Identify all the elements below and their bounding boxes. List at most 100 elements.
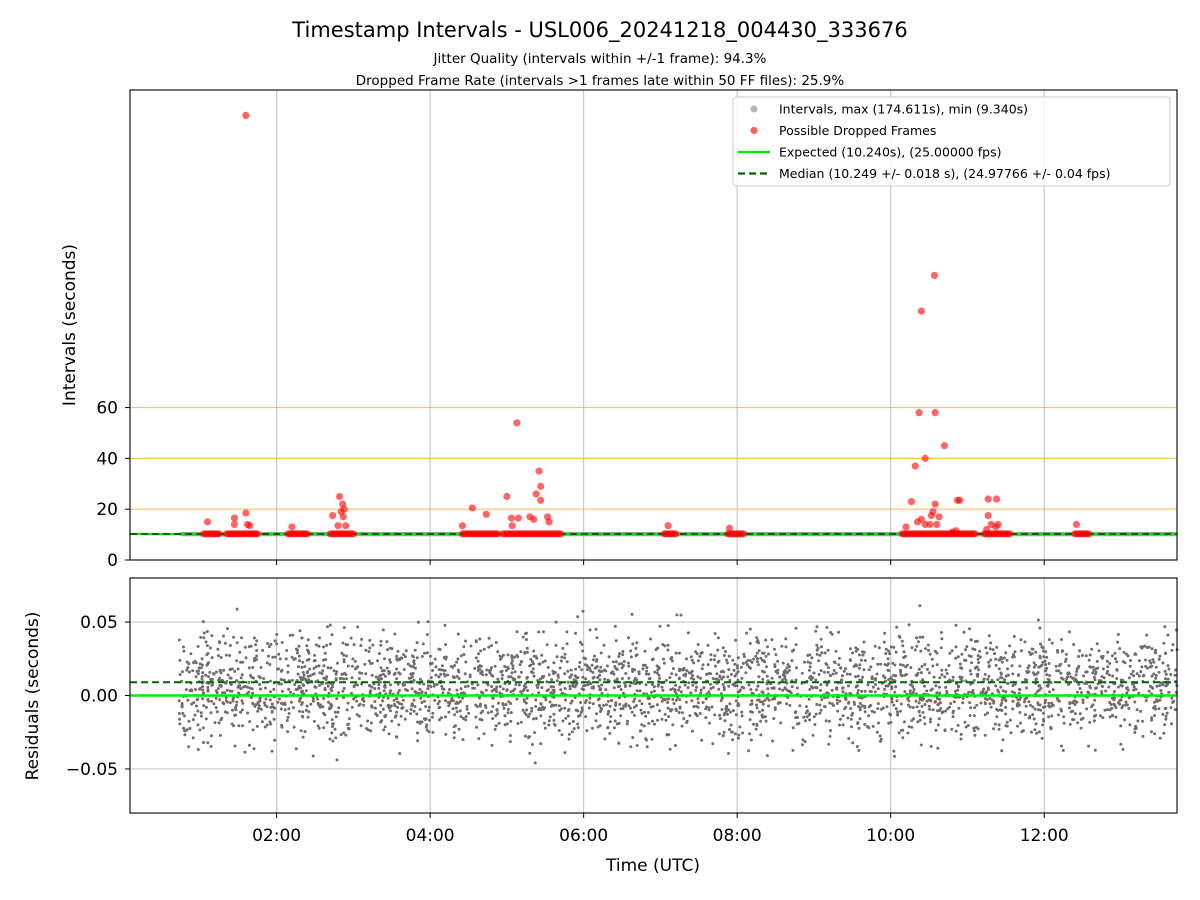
residual-point [398,752,402,755]
residual-point [621,653,625,657]
residual-point [879,737,883,741]
residual-point [837,663,841,667]
residual-point [1036,701,1040,705]
residual-point [679,613,683,617]
residual-point [709,682,712,686]
residual-point [494,714,498,718]
residual-point [418,707,422,711]
residual-point [202,741,205,744]
residual-point [724,650,727,653]
residual-point [449,699,453,703]
residual-point [734,638,738,642]
residual-point [794,678,798,682]
residual-point [1002,656,1006,660]
residual-point [528,712,532,716]
residual-point [584,677,588,681]
residual-point [617,696,621,700]
residual-point [255,648,259,652]
residual-point [987,674,991,678]
residual-point [613,719,617,723]
residual-point [927,648,930,652]
residual-point [543,659,547,663]
residual-point [916,671,920,675]
residual-point [760,713,764,717]
residual-point [591,658,595,662]
residual-point [326,684,330,688]
residual-point [690,699,694,703]
residual-point [1000,660,1004,664]
residual-point [1164,714,1168,718]
residual-point [828,701,832,705]
residual-point [444,715,447,719]
residual-point [773,697,777,701]
residual-point [537,691,541,695]
residual-point [1077,664,1081,668]
residual-point [989,658,993,662]
residual-point [341,641,345,645]
residual-point [1151,658,1155,662]
residual-point [1031,647,1035,651]
residual-point [389,689,392,693]
residual-point [1105,708,1109,712]
residual-point [1074,673,1078,677]
residual-point [818,653,822,657]
residual-point [218,668,222,672]
residual-point [268,679,272,683]
residual-point [447,704,451,708]
residual-point [402,668,406,671]
residual-point [398,689,401,692]
residual-point [645,745,649,749]
residual-point [1038,654,1042,658]
residual-point [575,676,578,679]
residual-point [1105,659,1109,663]
residual-point [629,655,633,659]
residual-point [338,677,342,680]
residual-point [283,703,287,706]
residual-point [185,660,189,664]
residual-point [786,696,790,699]
residual-point [725,712,729,716]
residual-point [964,648,968,652]
residual-point [823,651,827,655]
residual-point [766,645,769,649]
residual-point [1108,715,1112,719]
dropped-frame-point [993,495,1001,503]
residual-point [997,658,1001,662]
residual-point [1106,650,1110,654]
residual-point [241,724,245,728]
residual-point [241,701,245,705]
residual-point [925,699,929,703]
residual-point [1150,647,1154,651]
residual-point [736,703,740,707]
residual-point [973,666,977,670]
residual-point [1034,650,1038,654]
residual-point [1170,696,1174,700]
residual-point [1095,659,1099,663]
residual-point [874,678,877,682]
residual-point [413,705,417,708]
residual-point [525,650,529,654]
residual-point [732,668,736,672]
residual-point [510,671,514,675]
residual-point [243,750,247,754]
residual-point [704,716,708,720]
residual-point [716,636,720,640]
residual-point [1087,658,1091,662]
residual-point [951,679,955,683]
residual-point [216,687,220,690]
residual-point [594,719,598,723]
residual-point [352,643,356,647]
residual-point [270,710,274,714]
residual-point [251,666,255,669]
residual-point [1010,690,1014,694]
residual-point [455,675,459,678]
residual-point [801,738,805,742]
residual-point [285,719,289,722]
residual-point [618,684,622,688]
residual-point [951,675,955,679]
residual-point [291,706,295,710]
residual-point [1067,664,1071,668]
residual-point [1166,633,1170,637]
residual-point [990,678,994,682]
residual-point [488,671,492,675]
